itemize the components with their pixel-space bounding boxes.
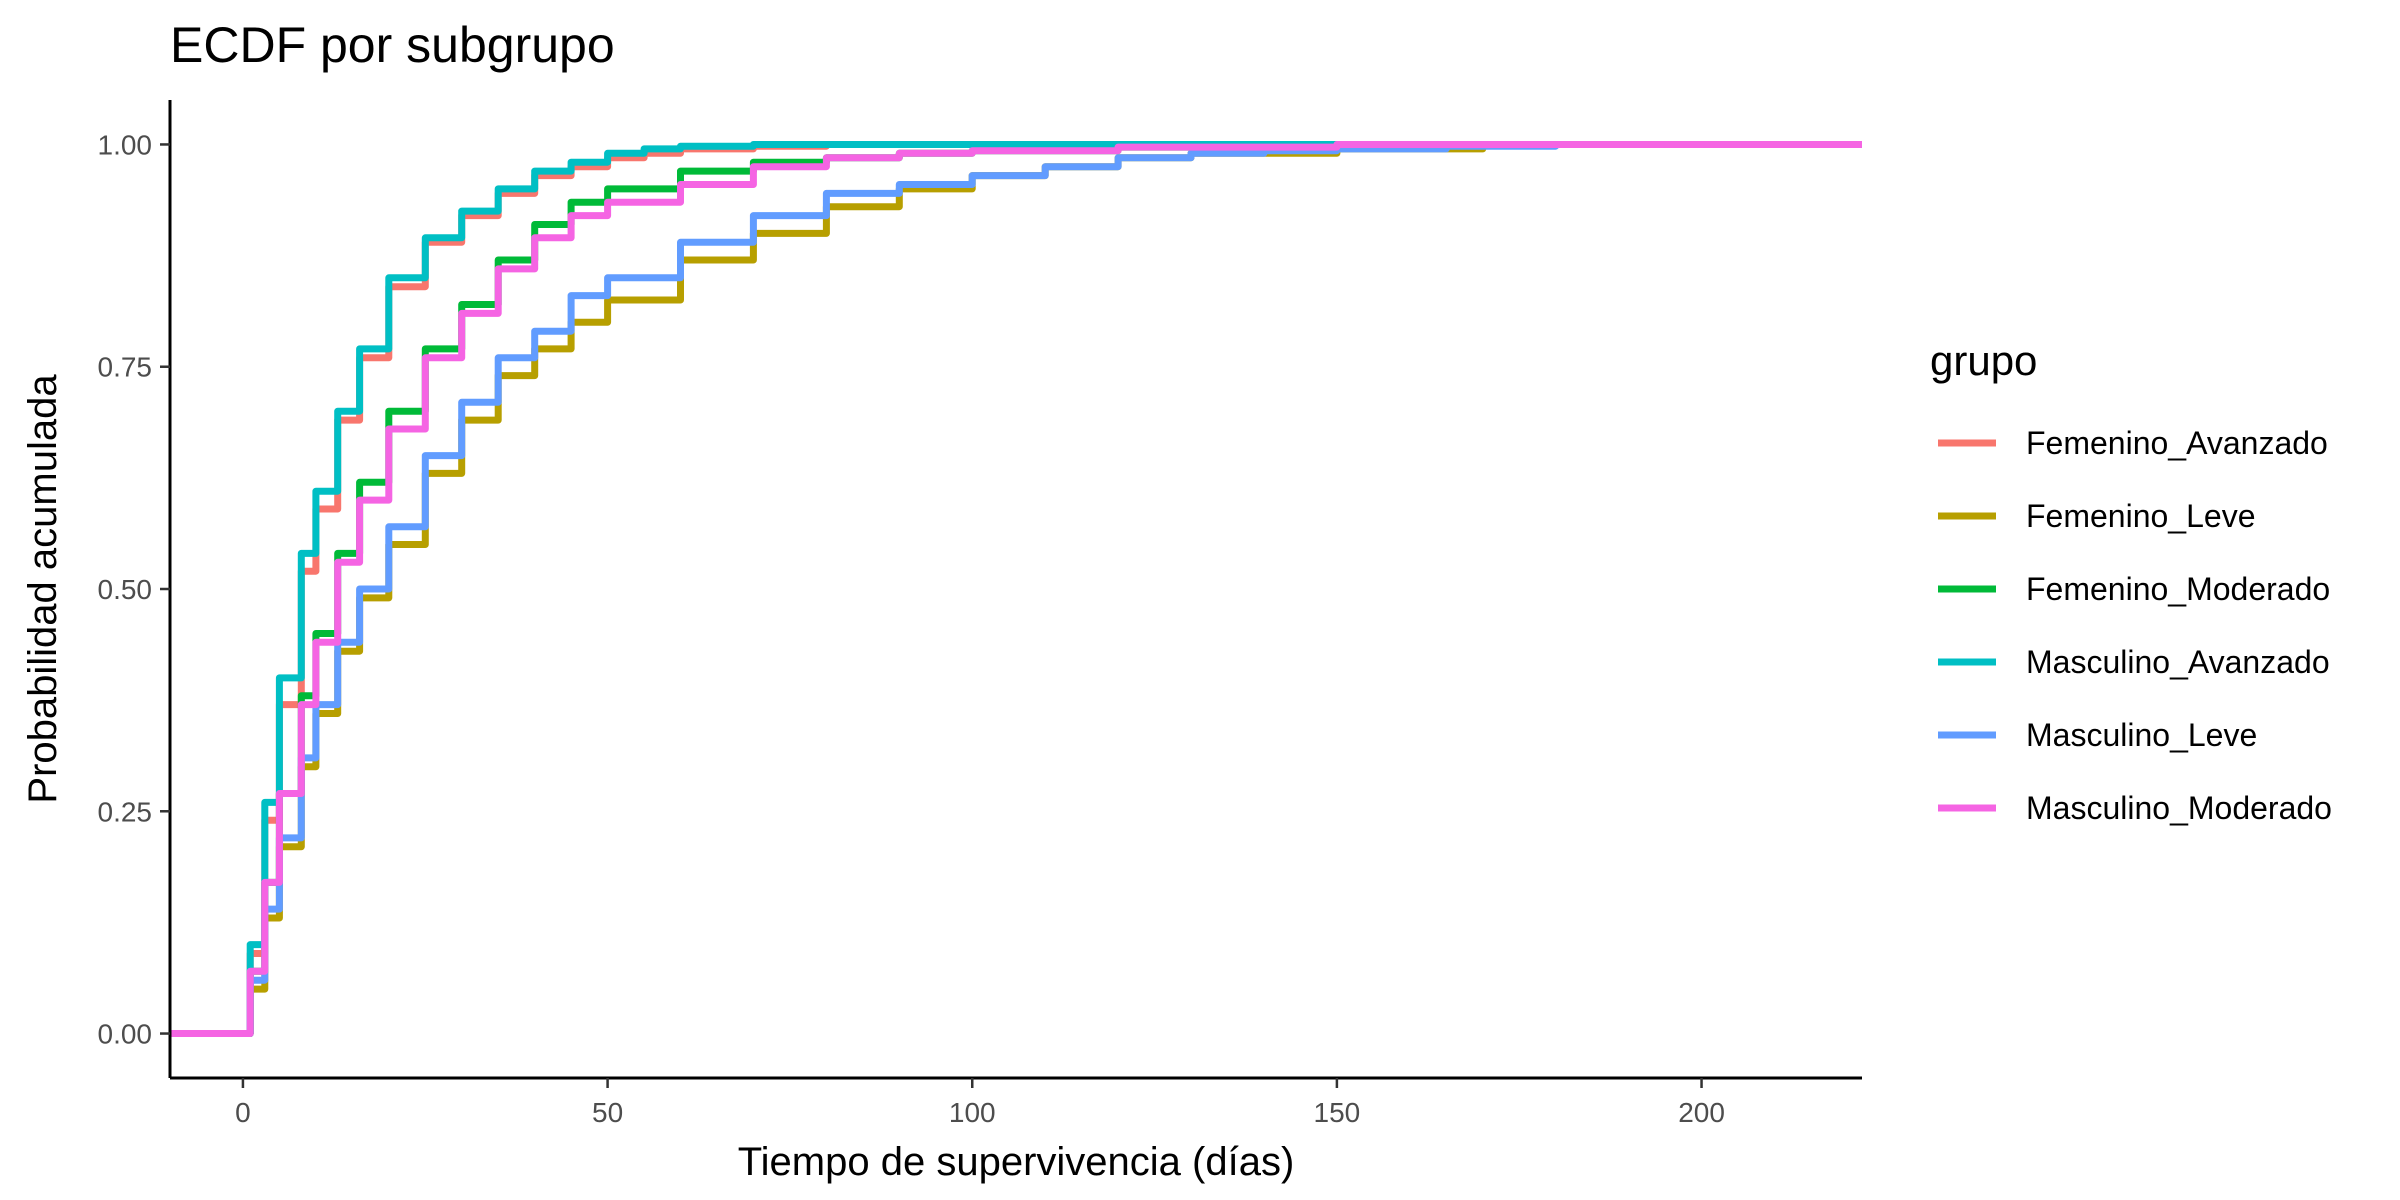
series-line-masculino-leve bbox=[170, 141, 1862, 1037]
y-tick-label: 0.75 bbox=[98, 352, 153, 383]
legend-label: Femenino_Avanzado bbox=[2026, 425, 2328, 461]
x-tick-label: 200 bbox=[1678, 1097, 1725, 1128]
x-tick-label: 100 bbox=[949, 1097, 996, 1128]
y-tick-label: 0.00 bbox=[98, 1019, 153, 1050]
legend-label: Masculino_Leve bbox=[2026, 717, 2257, 753]
x-tick-label: 0 bbox=[235, 1097, 251, 1128]
legend-items: Femenino_Avanzado Femenino_Leve Femenino_M… bbox=[1938, 425, 2332, 826]
y-tick-label: 0.50 bbox=[98, 574, 153, 605]
legend-label: Masculino_Avanzado bbox=[2026, 644, 2330, 680]
x-axis-title: Tiempo de supervivencia (días) bbox=[738, 1140, 1295, 1184]
legend-label: Masculino_Moderado bbox=[2026, 790, 2332, 826]
x-tick-label: 50 bbox=[592, 1097, 623, 1128]
legend-label: Femenino_Moderado bbox=[2026, 571, 2330, 607]
x-tick-label: 150 bbox=[1314, 1097, 1361, 1128]
y-tick-label: 0.25 bbox=[98, 796, 153, 827]
chart-title: ECDF por subgrupo bbox=[170, 17, 615, 73]
series-layer bbox=[170, 141, 1862, 1037]
series-line-masculino-avanzado bbox=[170, 141, 1862, 1037]
y-ticks: 0.00 0.25 0.50 0.75 1.00 bbox=[98, 129, 170, 1050]
y-tick-label: 1.00 bbox=[98, 129, 153, 160]
series-line-masculino-moderado bbox=[170, 141, 1862, 1037]
legend-title: grupo bbox=[1930, 337, 2037, 384]
x-ticks: 0 50 100 150 200 bbox=[235, 1078, 1725, 1128]
legend: grupo Femenino_AvanzadoFemenino_LeveFeme… bbox=[1930, 337, 2332, 826]
y-axis-title: Probabilidad acumulada bbox=[21, 374, 65, 804]
series-line-femenino-avanzado bbox=[170, 141, 1862, 1037]
plot-area: 0 50 100 150 200 0.00 0.25 0.50 0.75 1.00 bbox=[98, 100, 1862, 1128]
legend-label: Femenino_Leve bbox=[2026, 498, 2255, 534]
